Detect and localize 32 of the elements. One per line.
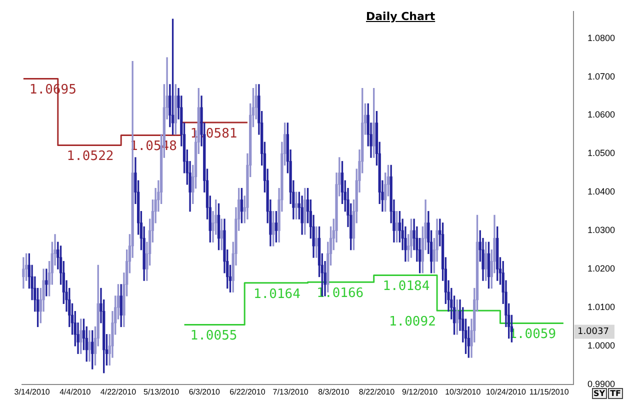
y-tick-label: 1.0500 [587, 148, 616, 158]
y-tick-label: 1.0600 [587, 110, 616, 120]
x-tick-label: 4/22/2010 [100, 387, 137, 396]
x-tick-label: 10/3/2010 [445, 387, 482, 396]
text: TF [608, 388, 623, 399]
data-label: 1.0522 [66, 149, 114, 164]
x-tick-label: 8/22/2010 [358, 387, 396, 396]
annotation: 1.0037 [577, 327, 609, 338]
x-tick-label: 6/3/2010 [188, 387, 221, 396]
y-tick-label: 0.9900 [587, 378, 616, 389]
x-tick-label: 9/12/2010 [402, 387, 438, 396]
data-label: 1.0055 [190, 328, 238, 344]
y-tick-label: 1.0300 [587, 225, 616, 236]
x-tick-label: 7/13/2010 [272, 387, 309, 396]
data-label: 1.0092 [388, 314, 436, 330]
x-tick-label: 8/3/2010 [318, 387, 350, 396]
y-tick-label: 1.0200 [587, 264, 616, 274]
y-tick-label: 1.0700 [587, 71, 616, 82]
text: SY [592, 388, 608, 399]
data-label: 1.0164 [253, 286, 301, 302]
x-tick-label: 10/24/2010 [486, 387, 527, 396]
x-tick-label: 11/15/2010 [529, 387, 570, 396]
x-tick-label: 4/4/2010 [60, 387, 92, 396]
x-tick-label: 5/13/2010 [144, 387, 180, 396]
y-tick-label: 1.0400 [587, 186, 616, 197]
x-tick-label: 3/14/2010 [14, 387, 50, 396]
chart-title: Daily Chart [366, 10, 436, 23]
y-tick-label: 1.0100 [587, 302, 616, 312]
y-tick-label: 1.0000 [587, 340, 616, 350]
x-tick-label: 6/22/2010 [230, 387, 266, 396]
y-tick-label: 1.0800 [587, 32, 616, 43]
data-label: 1.0184 [382, 279, 430, 294]
